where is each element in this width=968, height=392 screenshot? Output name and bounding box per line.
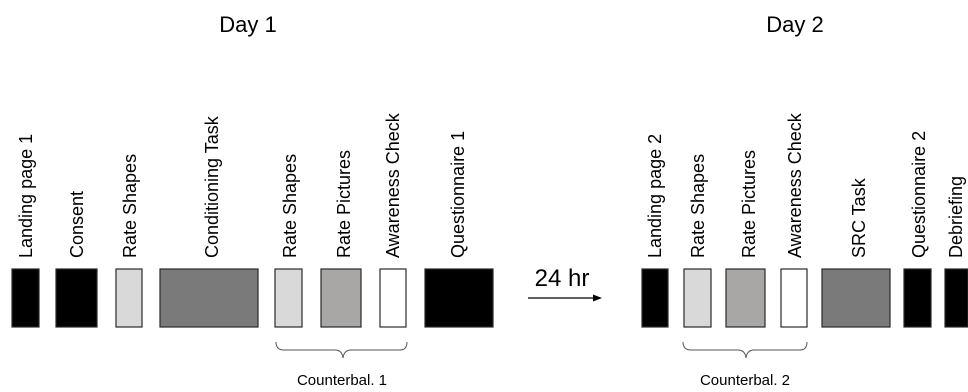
day2-label-src-task: SRC Task [849,177,869,258]
day1-block-rate-shapes [115,268,143,328]
day1-label-rate-pictures: Rate Pictures [334,150,354,258]
day2-label-rate-pictures: Rate Pictures [739,150,759,258]
day1-block-rate-pictures [320,268,362,328]
day2-block-rate-shapes [683,268,712,328]
day1-label-landing-page: Landing page 1 [16,134,36,258]
day2-counterbalance-label: Counterbal. 2 [700,372,790,389]
day1-timeline: Landing page 1 Consent Rate Shapes Condi… [11,112,494,328]
day2-label-questionnaire: Questionnaire 2 [909,131,929,258]
day1-counterbalance-brace [275,341,408,359]
day1-block-consent [55,268,98,328]
day1-block-questionnaire [424,268,494,328]
day1-block-conditioning-task [159,268,259,328]
day1-block-landing-page [11,268,40,328]
day2-block-landing-page [641,268,669,328]
day2-block-debriefing [944,268,968,328]
day1-label-rate-shapes: Rate Shapes [120,154,140,258]
day2-counterbalance-brace [682,341,808,359]
day2-block-questionnaire [903,268,932,328]
day1-label-conditioning-task: Conditioning Task [202,115,222,258]
gap-label: 24 hr [535,265,590,292]
day2-label-rate-shapes: Rate Shapes [688,154,708,258]
day1-label-awareness-check: Awareness Check [383,112,403,258]
day1-label-consent: Consent [67,191,87,258]
day2-label-landing-page: Landing page 2 [645,134,665,258]
day1-block-rate-shapes-2 [274,268,303,328]
day2-title: Day 2 [766,12,823,37]
day2-timeline: Landing page 2 Rate Shapes Rate Pictures… [641,112,968,328]
day1-label-rate-shapes-2: Rate Shapes [280,154,300,258]
day1-counterbalance-label: Counterbal. 1 [297,372,387,389]
day2-block-src-task [821,268,891,328]
day2-label-awareness-check: Awareness Check [785,112,805,258]
day1-title: Day 1 [219,12,276,37]
gap-arrow-head [593,294,602,302]
day2-label-debriefing: Debriefing [946,176,966,258]
day1-label-questionnaire: Questionnaire 1 [448,131,468,258]
day2-block-rate-pictures [725,268,766,328]
day1-block-awareness-check [379,268,407,328]
day2-block-awareness-check [780,268,808,328]
